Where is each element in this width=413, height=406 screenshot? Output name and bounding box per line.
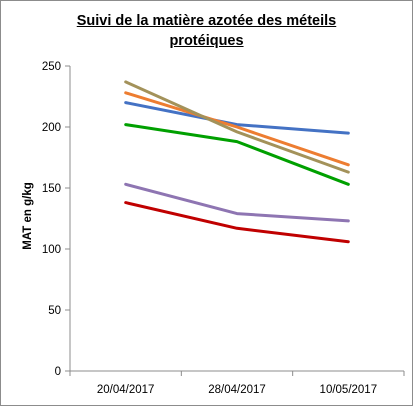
x-tick-label: 10/05/2017 — [320, 384, 378, 396]
y-tick-label: 200 — [42, 122, 61, 134]
series-line-1 — [124, 101, 350, 135]
series-lines — [124, 80, 350, 244]
series-line-2 — [124, 91, 350, 167]
x-tick-label: 28/04/2017 — [208, 384, 266, 396]
y-axis-title: MAT en g/kg — [22, 182, 34, 250]
y-tick-label: 0 — [55, 366, 61, 378]
x-tick-label: 20/04/2017 — [97, 384, 155, 396]
y-tick-label: 50 — [48, 305, 61, 317]
series-line-6 — [124, 201, 350, 244]
chart-title: Suivi de la matière azotée des méteils p… — [0, 11, 413, 51]
chart-title-line-1: Suivi de la matière azotée des méteils — [76, 13, 337, 29]
series-line-4 — [124, 123, 350, 186]
chart-title-line-2: protéiques — [169, 33, 244, 49]
axes — [65, 65, 405, 376]
series-line-3 — [124, 80, 350, 174]
series-line-5 — [124, 182, 350, 223]
y-tick-label: 100 — [42, 244, 61, 256]
tick-labels: 0 50 100 150 200 250 20/04/2017 28/04/2017 10/05… — [42, 61, 377, 396]
y-tick-label: 150 — [42, 183, 61, 195]
y-tick-label: 250 — [42, 61, 61, 73]
